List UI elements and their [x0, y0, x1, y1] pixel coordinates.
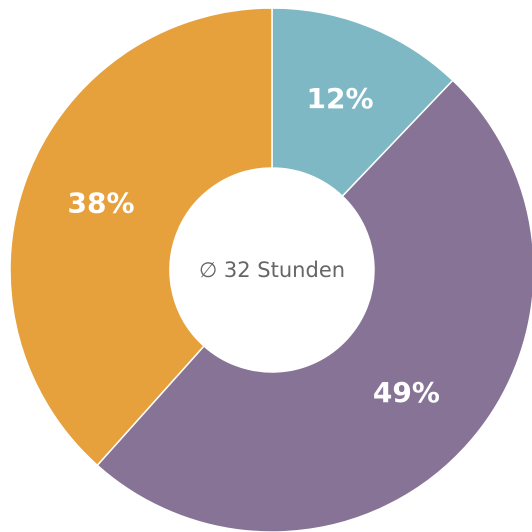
donut-segment	[9, 7, 273, 467]
data-label: 38%	[68, 187, 135, 220]
data-label: 49%	[373, 376, 440, 409]
data-label: 12%	[306, 82, 373, 115]
center-label: ∅ 32 Stunden	[199, 258, 345, 282]
donut-segment	[271, 7, 454, 198]
donut-segment	[96, 79, 532, 532]
